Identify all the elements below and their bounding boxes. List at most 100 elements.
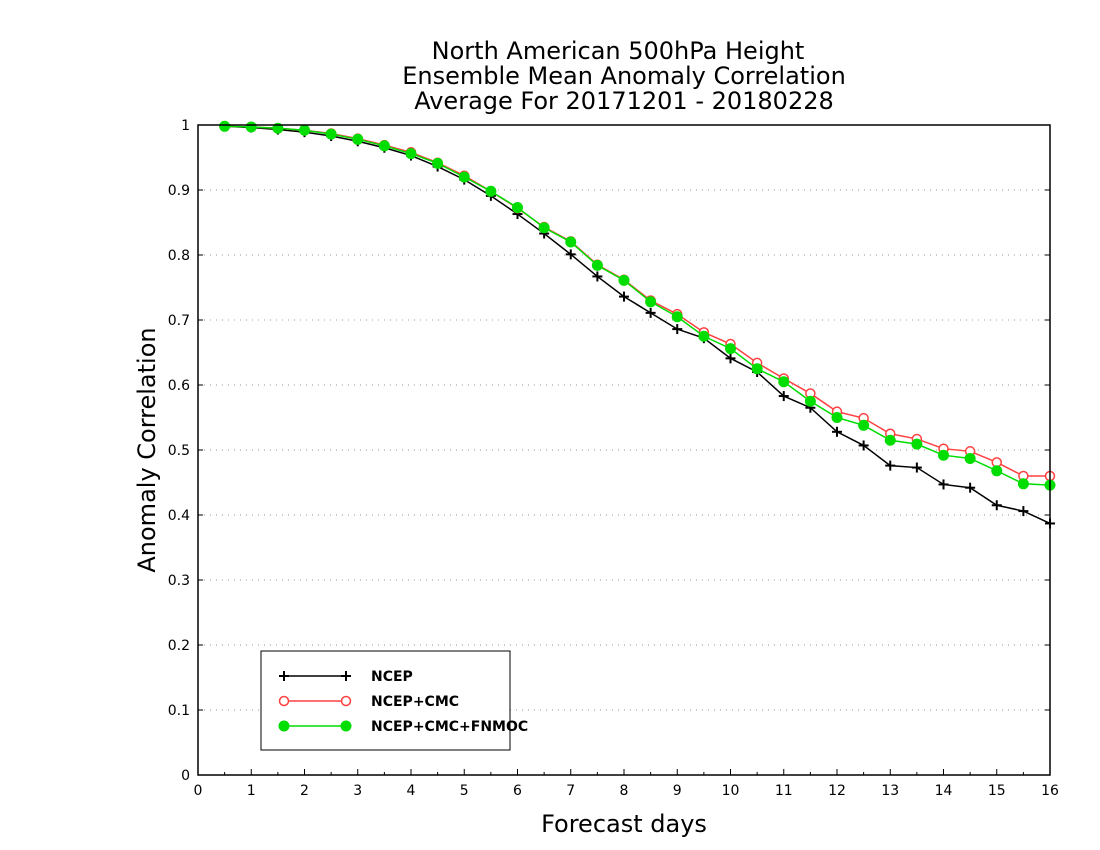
legend-marker-end xyxy=(341,671,351,681)
y-tick-label: 0 xyxy=(181,768,190,784)
legend-item: NCEP+CMC xyxy=(278,694,459,710)
data-point xyxy=(804,395,816,407)
x-axis-label: Forecast days xyxy=(541,810,707,838)
data-point xyxy=(991,465,1003,477)
data-point xyxy=(778,376,790,388)
data-point xyxy=(672,324,683,335)
data-point xyxy=(911,438,923,450)
x-tick-label: 14 xyxy=(935,783,953,799)
y-tick-label: 0.5 xyxy=(168,443,190,459)
title-line-1: North American 500hPa Height xyxy=(432,37,805,65)
x-tick-label: 8 xyxy=(620,783,629,799)
legend-marker-end xyxy=(340,695,352,707)
data-point xyxy=(512,202,523,214)
data-point xyxy=(619,291,629,302)
ticks: 00.10.20.30.40.50.60.70.80.910 1 2 3 4 5 6 7 8 9 1… xyxy=(168,118,1059,799)
data-point xyxy=(591,259,603,271)
data-point xyxy=(1018,506,1029,517)
y-tick-label: 0.2 xyxy=(168,638,190,654)
x-tick-label: 4 xyxy=(407,783,416,799)
data-point xyxy=(485,185,497,197)
data-point xyxy=(592,271,603,282)
data-point xyxy=(884,434,896,446)
title-line-3: Average For 20171201 - 20180228 xyxy=(414,87,834,115)
y-tick-label: 1 xyxy=(181,118,190,134)
x-tick-label: 11 xyxy=(775,783,793,799)
data-point xyxy=(698,330,710,342)
data-point xyxy=(965,482,976,493)
legend-item: NCEP xyxy=(279,669,413,685)
legend-marker-start xyxy=(278,720,290,732)
x-tick-label: 12 xyxy=(828,783,846,799)
chart-title: North American 500hPa Height Ensemble Me… xyxy=(402,37,846,115)
data-point xyxy=(458,171,470,183)
data-point xyxy=(565,236,577,248)
series-ncep-cmc xyxy=(219,121,1056,482)
data-point xyxy=(938,449,949,461)
y-tick-label: 0.8 xyxy=(168,248,190,264)
data-point xyxy=(245,121,257,133)
x-tick-label: 2 xyxy=(300,783,309,799)
data-point xyxy=(964,452,976,464)
x-tick-label: 0 xyxy=(194,783,203,799)
y-tick-label: 0.3 xyxy=(168,573,190,589)
y-tick-label: 0.9 xyxy=(168,183,190,199)
data-point xyxy=(645,296,657,308)
data-point xyxy=(405,148,417,160)
x-tick-label: 6 xyxy=(513,783,522,799)
x-tick-label: 15 xyxy=(988,783,1006,799)
series-line xyxy=(224,125,1051,525)
data-point xyxy=(671,311,683,323)
data-point xyxy=(751,363,763,375)
x-tick-label: 5 xyxy=(460,783,469,799)
data-point xyxy=(911,462,922,473)
data-point xyxy=(938,479,949,490)
grid xyxy=(198,189,1050,711)
data-point xyxy=(725,343,736,355)
title-line-2: Ensemble Mean Anomaly Correlation xyxy=(402,62,846,90)
data-point xyxy=(1017,478,1029,490)
series-line xyxy=(224,125,1050,477)
y-tick-label: 0.4 xyxy=(168,508,190,524)
data-point xyxy=(832,426,842,437)
legend-label: NCEP+CMC xyxy=(371,694,459,710)
data-point xyxy=(725,353,736,364)
series-ncep xyxy=(219,121,1055,529)
x-tick-label: 16 xyxy=(1041,783,1059,799)
data-point xyxy=(325,128,337,140)
x-tick-label: 3 xyxy=(353,783,362,799)
data-point xyxy=(831,412,843,423)
data-point xyxy=(618,274,630,286)
series-layer xyxy=(219,120,1056,529)
series-ncep-cmc-fnmoc xyxy=(219,120,1056,491)
legend-marker-end xyxy=(340,720,352,732)
legend-marker-start xyxy=(279,671,289,681)
data-point xyxy=(645,307,656,318)
data-point xyxy=(538,222,550,234)
x-tick-label: 7 xyxy=(566,783,575,799)
y-tick-label: 0.6 xyxy=(168,378,190,394)
data-point xyxy=(778,391,789,402)
y-tick-label: 0.1 xyxy=(168,703,190,719)
y-tick-label: 0.7 xyxy=(168,313,190,329)
legend-item: NCEP+CMC+FNMOC xyxy=(278,719,528,735)
data-point xyxy=(885,460,896,471)
legend-label: NCEP+CMC+FNMOC xyxy=(371,719,528,735)
data-point xyxy=(991,500,1002,511)
data-point xyxy=(352,133,364,145)
data-point xyxy=(299,124,310,136)
x-tick-label: 13 xyxy=(881,783,899,799)
data-point xyxy=(858,440,869,451)
legend: NCEP NCEP+CMC NCEP+CMC+FNMOC xyxy=(260,650,528,751)
data-point xyxy=(432,157,444,169)
data-point xyxy=(378,140,390,152)
x-tick-label: 9 xyxy=(673,783,682,799)
legend-label: NCEP xyxy=(371,669,413,685)
data-point xyxy=(858,419,870,431)
legend-marker-start xyxy=(278,695,290,707)
x-tick-label: 1 xyxy=(247,783,256,799)
data-point xyxy=(219,120,231,132)
series-line xyxy=(224,125,1051,486)
x-tick-label: 10 xyxy=(722,783,740,799)
